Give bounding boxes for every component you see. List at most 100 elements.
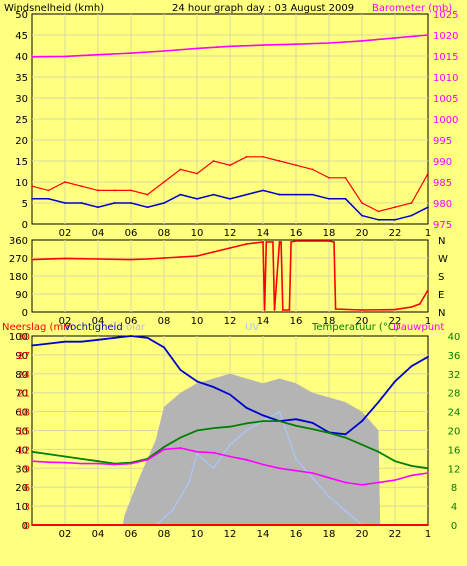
dewpoint-series-point [361, 483, 363, 486]
uv-series [155, 410, 363, 526]
wind-direction-series-point [196, 255, 198, 257]
panel-1-right-tick: 1025 [433, 10, 458, 21]
panel-3-rain-tick: 3 [24, 502, 30, 513]
wind-avg-series-point [146, 206, 149, 209]
dewpoint-series-point [245, 458, 248, 461]
panel-1-right-tick: 1005 [433, 94, 458, 105]
wind-gust-series-point [410, 202, 413, 204]
panel-1-left-tick: 15 [15, 157, 28, 168]
panel-1-left-tick: 20 [15, 136, 28, 147]
barometer-series-point [64, 55, 66, 58]
wind-gust-series-point [394, 206, 396, 209]
humidity-series-point [229, 393, 231, 396]
temperature-series-point [377, 450, 380, 453]
panel-3-left-tick: 80 [15, 370, 28, 381]
panel-2-x-tick: 16 [290, 316, 303, 327]
panel-2-left-tick: 270 [9, 254, 28, 265]
wind-direction-series-point [146, 258, 149, 260]
panel-1-right-tick: 1020 [433, 31, 458, 42]
humidity-series-point [113, 337, 116, 339]
dewpoint-series-point [427, 472, 429, 474]
panel-1-x-tick: 04 [92, 228, 105, 239]
panel-3-rain-tick: 30 [17, 332, 30, 343]
dewpoint-series-point [163, 448, 165, 451]
panel-3-left-tick: 0 [22, 521, 28, 532]
panel-3-x-tick: 18 [323, 529, 336, 540]
wind-direction-series-point [278, 241, 281, 243]
uv-series-point [229, 443, 231, 446]
panel-2-x-tick: 02 [59, 316, 72, 327]
wind-avg-series-point [196, 197, 198, 200]
wind-direction-series-point [333, 241, 335, 243]
temperature-label: Temperatuur (°C) [311, 322, 399, 333]
humidity-series-point [64, 340, 66, 343]
panel-1-left-tick: 50 [15, 10, 28, 21]
header-right-label: Barometer (mb) [372, 3, 452, 14]
humidity-series-point [130, 335, 132, 337]
rain-series-point [427, 524, 429, 526]
temperature-series-point [245, 422, 248, 425]
wind-gust-series-point [196, 172, 198, 175]
dewpoint-series-point [80, 462, 83, 465]
wind-avg-series-point [163, 202, 165, 204]
barometer-series-point [361, 40, 363, 42]
solar-label: olar [126, 322, 146, 333]
wind-gust-series-point [427, 172, 429, 175]
rain-label: Neerslag (mm [2, 322, 73, 333]
barometer-series-point [163, 50, 165, 52]
wind-direction-series-point [212, 251, 215, 253]
panel-2-left-tick: 360 [9, 236, 28, 247]
panel-3-right-tick: 40 [448, 332, 461, 343]
panel-3-right-tick: 36 [448, 351, 461, 362]
panel-3-right-tick: 32 [448, 370, 461, 381]
wind-avg-series-point [377, 218, 380, 221]
panel-1-right-tick: 1015 [433, 52, 458, 63]
humidity-series-point [311, 422, 314, 424]
temperature-series-point [361, 443, 363, 446]
wind-avg-series-point [328, 197, 330, 200]
panel-2-left-tick: 180 [9, 272, 28, 283]
humidity-series-point [47, 342, 50, 345]
humidity-series-point [31, 344, 33, 347]
panel-3-x-tick: 1 [425, 529, 431, 540]
panel-2-right-tick: W [438, 254, 448, 265]
dewpoint-label: Dauwpunt [393, 322, 444, 333]
wind-direction-series-point [361, 309, 363, 311]
temperature-series-point [344, 436, 347, 439]
temperature-series-point [97, 460, 99, 463]
wind-gust-series-point [64, 181, 66, 183]
humidity-series-point [245, 406, 248, 409]
barometer-series-point [262, 44, 264, 46]
panel-1-right-tick: 980 [433, 199, 452, 210]
panel-3-rain-tick: 6 [24, 483, 30, 494]
wind-gust-series-point [163, 181, 165, 183]
dewpoint-series-point [130, 462, 132, 465]
temperature-series-point [311, 428, 314, 430]
humidity-series-point [410, 365, 413, 368]
temperature-series-point [410, 465, 413, 467]
wind-avg-series-point [212, 193, 215, 196]
wind-direction-series-point [418, 303, 421, 305]
uv-series-point [187, 481, 190, 484]
panel-2-x-tick: 06 [125, 316, 138, 327]
humidity-series-point [361, 420, 363, 422]
panel-2-x-tick: 22 [389, 316, 402, 327]
panel-3-x-tick: 08 [158, 529, 171, 540]
solar-area [32, 373, 428, 525]
wind-gust-series-point [80, 185, 83, 188]
temperature-series-point [212, 427, 215, 429]
header-title: 24 hour graph day : 03 August 2009 [172, 3, 354, 14]
uv-series-point [328, 495, 330, 498]
panel-3-left-tick: 20 [15, 483, 28, 494]
panel-3-x-tick: 10 [191, 529, 204, 540]
dewpoint-series-point [146, 458, 149, 461]
wind-gust-series-point [311, 168, 314, 171]
barometer-series-point [328, 42, 330, 44]
wind-direction-series-point [328, 240, 330, 242]
panel-1-left-tick: 35 [15, 73, 28, 84]
temperature-series-point [64, 455, 66, 458]
temperature-series-point [229, 425, 231, 428]
panel-3-rain-tick: 9 [24, 464, 30, 475]
wind-gust-series-point [245, 155, 248, 158]
